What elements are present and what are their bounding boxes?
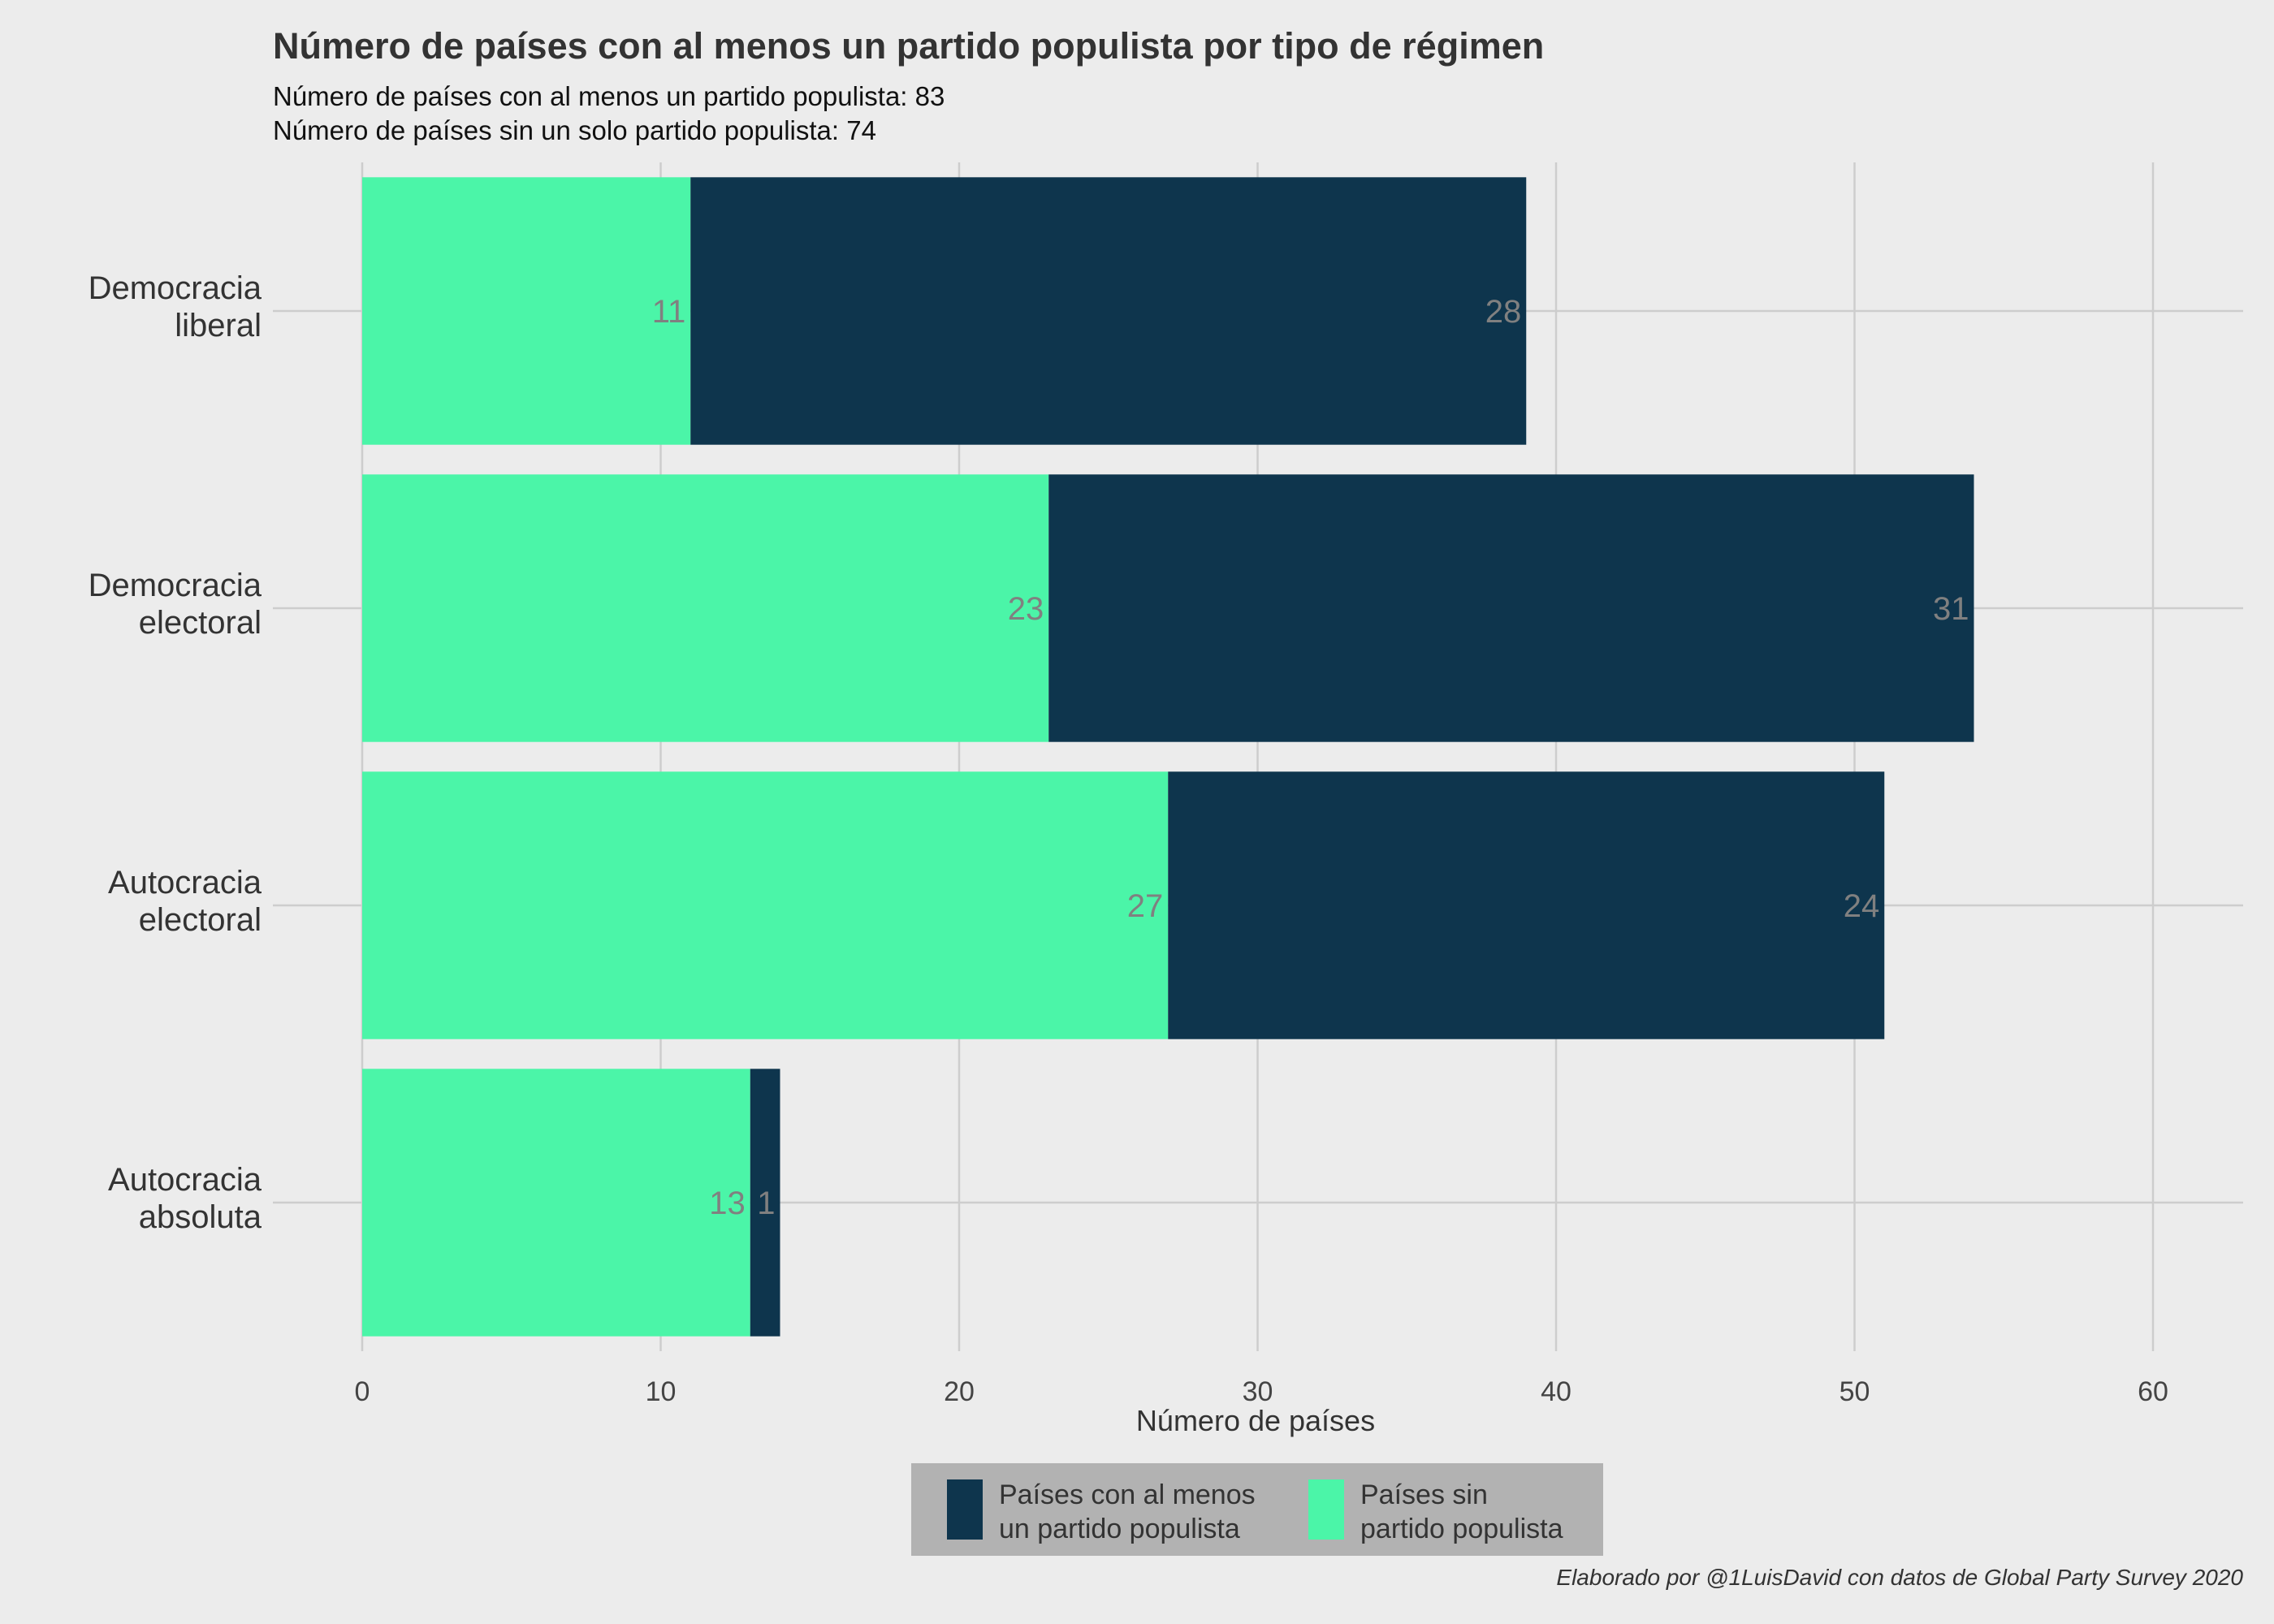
value-label-sin: 11 bbox=[652, 294, 686, 330]
x-axis-label: Número de países bbox=[1136, 1404, 1375, 1437]
chart-title: Número de países con al menos un partido… bbox=[273, 25, 1544, 67]
bar-sin bbox=[362, 474, 1049, 742]
category-label: Democracia bbox=[89, 568, 262, 603]
bar-con bbox=[690, 177, 1527, 445]
x-tick-label: 0 bbox=[355, 1376, 370, 1407]
x-tick-label: 30 bbox=[1243, 1376, 1273, 1407]
bar-sin bbox=[362, 1069, 750, 1337]
legend-label-line: Países con al menos bbox=[999, 1479, 1256, 1510]
value-label-con: 1 bbox=[757, 1186, 775, 1221]
chart-subtitle-line-2: Número de países sin un solo partido pop… bbox=[273, 115, 876, 145]
legend-label-line: un partido populista bbox=[999, 1514, 1240, 1544]
legend-swatch-con bbox=[947, 1479, 983, 1540]
category-label: electoral bbox=[139, 902, 262, 938]
category-label: absoluta bbox=[139, 1199, 262, 1235]
value-label-sin: 27 bbox=[1127, 888, 1164, 924]
legend-background bbox=[911, 1463, 1603, 1556]
x-tick-label: 50 bbox=[1840, 1376, 1870, 1407]
x-tick-label: 40 bbox=[1541, 1376, 1571, 1407]
bar-con bbox=[1048, 474, 1974, 742]
category-label: liberal bbox=[175, 308, 262, 343]
category-label: Autocracia bbox=[108, 1162, 262, 1198]
value-label-con: 24 bbox=[1844, 888, 1880, 924]
bar-con bbox=[750, 1069, 780, 1337]
legend-swatch-sin bbox=[1308, 1479, 1344, 1540]
legend-label-line: partido populista bbox=[1360, 1514, 1563, 1544]
legend-label-line: Países sin bbox=[1360, 1479, 1488, 1510]
x-tick-label: 60 bbox=[2138, 1376, 2168, 1407]
x-tick-labels: 0 10 20 30 40 50 60 bbox=[355, 1376, 2168, 1407]
value-label-con: 28 bbox=[1485, 294, 1522, 330]
x-tick-label: 20 bbox=[944, 1376, 975, 1407]
x-tick-label: 10 bbox=[646, 1376, 677, 1407]
legend: Países con al menos un partido populistaP… bbox=[911, 1463, 1603, 1556]
value-labels: 11 28 23 31 27 24 13 1 bbox=[652, 294, 1969, 1221]
legend-label-sin: Países sin partido populista bbox=[1360, 1479, 1563, 1544]
bar-sin bbox=[362, 771, 1169, 1039]
bar-con bbox=[1168, 771, 1885, 1039]
bar-sin bbox=[362, 177, 691, 445]
value-label-sin: 13 bbox=[709, 1186, 746, 1221]
chart-subtitle-line-1: Número de países con al menos un partido… bbox=[273, 81, 945, 111]
chart-caption: Elaborado por @1LuisDavid con datos de G… bbox=[1556, 1565, 2243, 1590]
category-label: Democracia bbox=[89, 270, 262, 306]
category-label: electoral bbox=[139, 605, 262, 641]
value-label-sin: 23 bbox=[1008, 591, 1044, 627]
category-labels: DemocracialiberalDemocraciaelectoralAuto… bbox=[89, 270, 262, 1235]
value-label-con: 31 bbox=[1933, 591, 1969, 627]
bars bbox=[362, 177, 1974, 1337]
category-label: Autocracia bbox=[108, 865, 262, 901]
legend-label-con: Países con al menos un partido populista bbox=[999, 1479, 1256, 1544]
